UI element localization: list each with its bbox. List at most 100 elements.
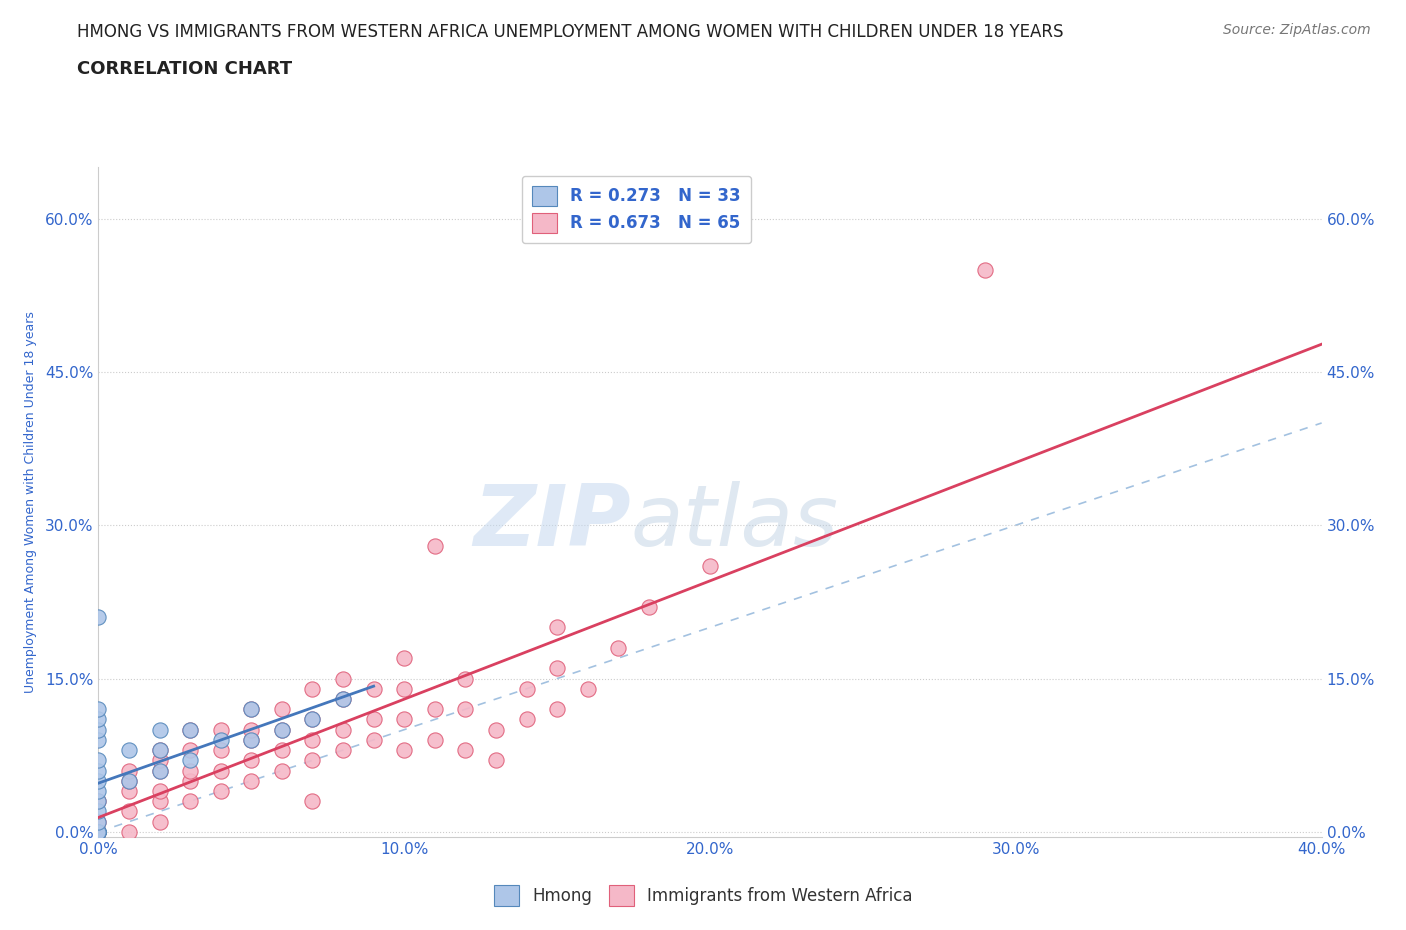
Point xyxy=(87,774,110,789)
Point xyxy=(87,825,110,840)
Point xyxy=(179,774,201,789)
Point xyxy=(118,804,141,819)
Point xyxy=(87,804,110,819)
Point xyxy=(149,723,172,737)
Point xyxy=(423,733,446,748)
Point xyxy=(179,764,201,778)
Point xyxy=(87,733,110,748)
Point xyxy=(332,723,354,737)
Point xyxy=(301,794,323,809)
Point xyxy=(209,764,232,778)
Point xyxy=(87,794,110,809)
Point xyxy=(270,723,292,737)
Point xyxy=(240,733,263,748)
Point xyxy=(87,825,110,840)
Point xyxy=(546,620,568,635)
Point xyxy=(332,671,354,686)
Point xyxy=(179,723,201,737)
Point xyxy=(454,743,477,758)
Point xyxy=(87,825,110,840)
Point xyxy=(87,723,110,737)
Point xyxy=(179,743,201,758)
Point xyxy=(118,825,141,840)
Point xyxy=(149,764,172,778)
Legend: Hmong, Immigrants from Western Africa: Hmong, Immigrants from Western Africa xyxy=(486,879,920,912)
Point xyxy=(637,600,661,615)
Point xyxy=(485,753,508,768)
Point xyxy=(301,682,323,697)
Point xyxy=(974,262,997,277)
Point xyxy=(118,784,141,799)
Point xyxy=(118,774,141,789)
Point xyxy=(87,825,110,840)
Point xyxy=(87,825,110,840)
Point xyxy=(607,641,630,656)
Point xyxy=(363,712,385,727)
Point xyxy=(118,743,141,758)
Point xyxy=(240,702,263,717)
Point xyxy=(149,743,172,758)
Point xyxy=(423,702,446,717)
Text: atlas: atlas xyxy=(630,481,838,564)
Point xyxy=(240,723,263,737)
Text: Source: ZipAtlas.com: Source: ZipAtlas.com xyxy=(1223,23,1371,37)
Point xyxy=(179,794,201,809)
Point xyxy=(87,825,110,840)
Text: HMONG VS IMMIGRANTS FROM WESTERN AFRICA UNEMPLOYMENT AMONG WOMEN WITH CHILDREN U: HMONG VS IMMIGRANTS FROM WESTERN AFRICA … xyxy=(77,23,1064,41)
Point xyxy=(87,825,110,840)
Point xyxy=(149,815,172,830)
Point xyxy=(240,702,263,717)
Point xyxy=(270,702,292,717)
Point xyxy=(87,753,110,768)
Point xyxy=(209,733,232,748)
Point xyxy=(240,774,263,789)
Point xyxy=(423,538,446,553)
Point xyxy=(332,743,354,758)
Point xyxy=(392,712,416,727)
Point xyxy=(87,825,110,840)
Point xyxy=(454,702,477,717)
Point xyxy=(179,753,201,768)
Point xyxy=(149,784,172,799)
Point xyxy=(270,723,292,737)
Y-axis label: Unemployment Among Women with Children Under 18 years: Unemployment Among Women with Children U… xyxy=(24,312,37,693)
Point xyxy=(392,682,416,697)
Point xyxy=(87,825,110,840)
Point xyxy=(87,815,110,830)
Point xyxy=(87,815,110,830)
Point xyxy=(118,764,141,778)
Point xyxy=(576,682,599,697)
Point xyxy=(270,743,292,758)
Point xyxy=(87,794,110,809)
Point xyxy=(240,753,263,768)
Point xyxy=(149,764,172,778)
Point xyxy=(179,723,201,737)
Point xyxy=(149,743,172,758)
Point xyxy=(87,610,110,625)
Point xyxy=(87,784,110,799)
Point xyxy=(209,743,232,758)
Point xyxy=(301,712,323,727)
Point xyxy=(516,682,538,697)
Point xyxy=(699,559,721,574)
Point xyxy=(118,774,141,789)
Point xyxy=(332,692,354,707)
Point xyxy=(240,733,263,748)
Point xyxy=(149,794,172,809)
Point xyxy=(516,712,538,727)
Text: ZIP: ZIP xyxy=(472,481,630,564)
Point xyxy=(87,825,110,840)
Point xyxy=(546,661,568,676)
Point xyxy=(301,753,323,768)
Legend: R = 0.273   N = 33, R = 0.673   N = 65: R = 0.273 N = 33, R = 0.673 N = 65 xyxy=(522,176,751,243)
Point xyxy=(270,764,292,778)
Point xyxy=(363,682,385,697)
Point xyxy=(485,723,508,737)
Point xyxy=(209,723,232,737)
Point xyxy=(149,753,172,768)
Text: CORRELATION CHART: CORRELATION CHART xyxy=(77,60,292,78)
Point xyxy=(301,712,323,727)
Point xyxy=(363,733,385,748)
Point xyxy=(87,712,110,727)
Point xyxy=(392,651,416,666)
